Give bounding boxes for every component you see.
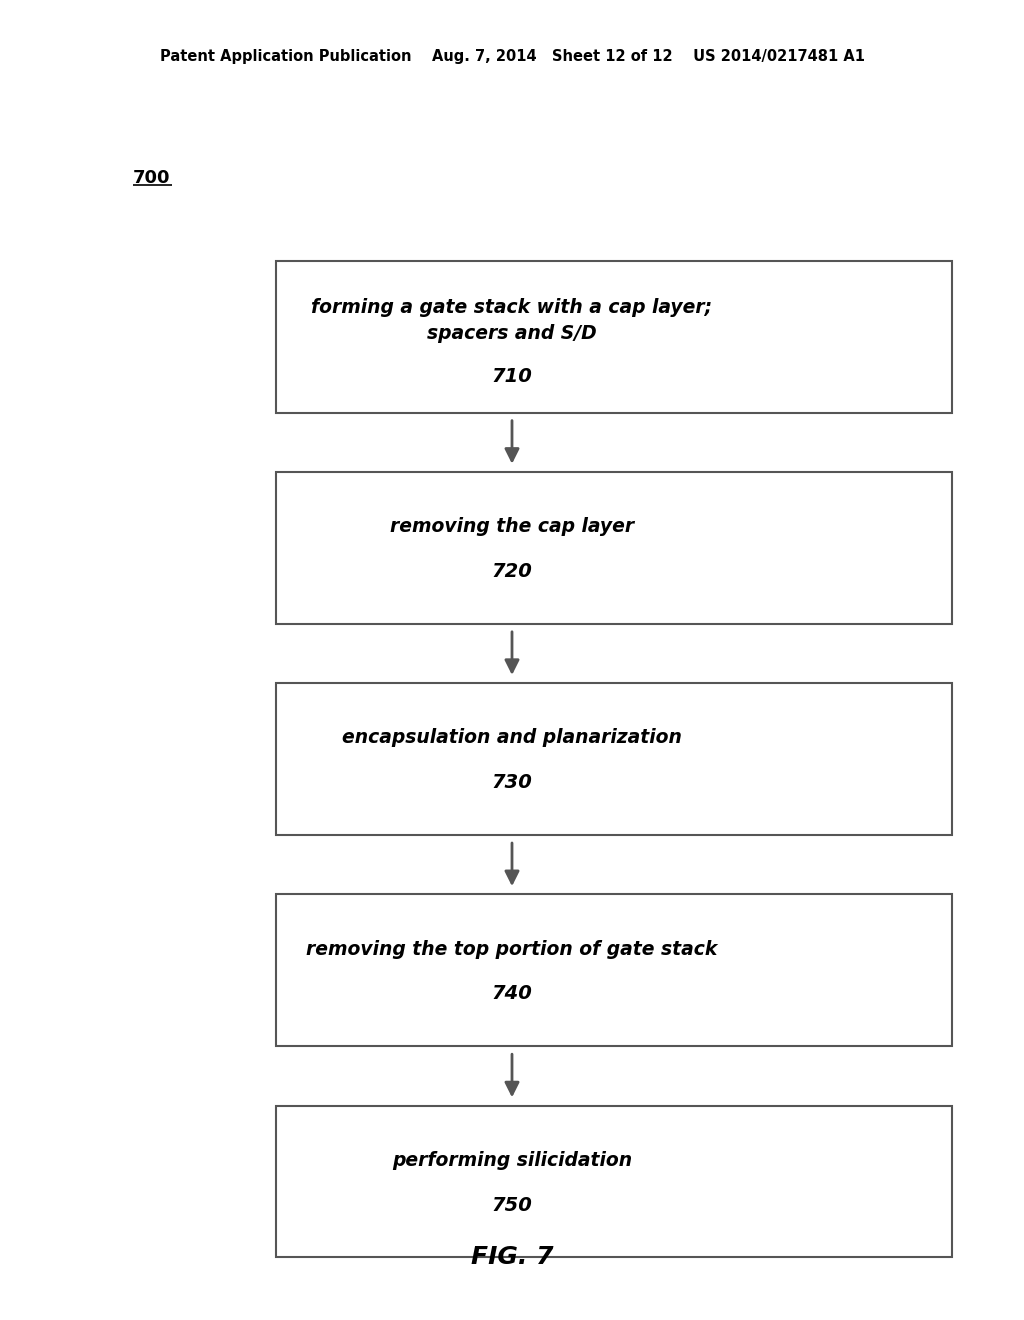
Text: removing the top portion of gate stack: removing the top portion of gate stack bbox=[306, 940, 718, 958]
Text: 720: 720 bbox=[492, 562, 532, 581]
Text: 700: 700 bbox=[133, 169, 171, 187]
FancyBboxPatch shape bbox=[276, 261, 952, 412]
Text: 730: 730 bbox=[492, 774, 532, 792]
Text: encapsulation and planarization: encapsulation and planarization bbox=[342, 729, 682, 747]
Text: 750: 750 bbox=[492, 1196, 532, 1214]
FancyBboxPatch shape bbox=[276, 895, 952, 1045]
Text: spacers and S/D: spacers and S/D bbox=[427, 325, 597, 343]
Text: FIG. 7: FIG. 7 bbox=[471, 1245, 553, 1269]
Text: removing the cap layer: removing the cap layer bbox=[390, 517, 634, 536]
FancyBboxPatch shape bbox=[276, 684, 952, 836]
Text: performing silicidation: performing silicidation bbox=[392, 1151, 632, 1170]
Text: 710: 710 bbox=[492, 367, 532, 385]
FancyBboxPatch shape bbox=[276, 1106, 952, 1257]
Text: 740: 740 bbox=[492, 985, 532, 1003]
Text: Patent Application Publication    Aug. 7, 2014   Sheet 12 of 12    US 2014/02174: Patent Application Publication Aug. 7, 2… bbox=[160, 49, 864, 65]
Text: forming a gate stack with a cap layer;: forming a gate stack with a cap layer; bbox=[311, 298, 713, 317]
FancyBboxPatch shape bbox=[276, 473, 952, 624]
